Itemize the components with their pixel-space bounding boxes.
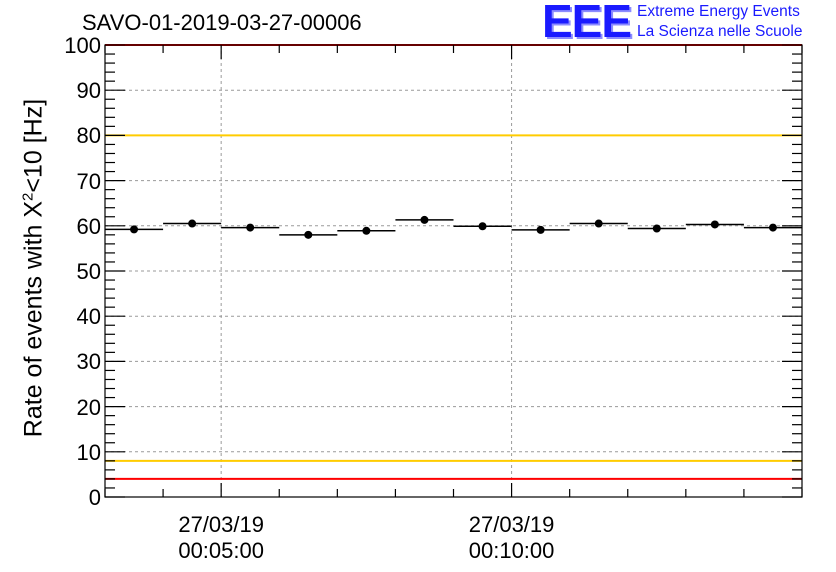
data-point: [362, 226, 371, 235]
eee-logo-mark: EEE: [542, 0, 632, 47]
y-tick-label: 90: [76, 78, 101, 104]
x-tick-date: 27/03/19: [468, 512, 555, 537]
data-point: [188, 219, 197, 228]
data-point: [130, 225, 139, 234]
x-tick-time: 00:05:00: [178, 538, 264, 563]
y-tick-label: 20: [76, 394, 101, 420]
data-point: [768, 223, 777, 232]
y-tick-label: 70: [76, 168, 101, 194]
y-tick-label: 80: [76, 123, 101, 149]
y-tick-label: 30: [76, 349, 101, 375]
x-tick-label: 27/03/19 00:05:00: [178, 512, 264, 564]
data-point: [594, 219, 603, 228]
x-tick-label: 27/03/19 00:10:00: [469, 512, 555, 564]
y-tick-label: 0: [88, 485, 101, 510]
chart-title: SAVO-01-2019-03-27-00006: [82, 10, 362, 35]
x-tick-time: 00:10:00: [468, 538, 555, 563]
y-axis-label-sup: 2: [19, 192, 37, 201]
data-point: [420, 215, 429, 224]
data-point: [246, 223, 255, 232]
y-tick-label: 50: [76, 259, 101, 284]
logo-line-2: La Scienza nelle Scuole: [637, 23, 803, 40]
y-tick-label: 40: [76, 304, 101, 330]
logo-line-1: Extreme Energy Events: [637, 3, 800, 20]
data-point: [652, 224, 661, 233]
eee-logo: EEE Extreme Energy Events La Scienza nel…: [542, 0, 836, 46]
data-point: [304, 230, 313, 239]
x-tick-date: 27/03/19: [178, 512, 264, 537]
data-point: [710, 220, 719, 229]
data-point: [536, 225, 545, 234]
y-tick-label: 100: [64, 33, 101, 58]
data-point: [478, 222, 487, 231]
y-tick-label: 10: [76, 439, 101, 465]
y-tick-label: 60: [76, 213, 101, 239]
